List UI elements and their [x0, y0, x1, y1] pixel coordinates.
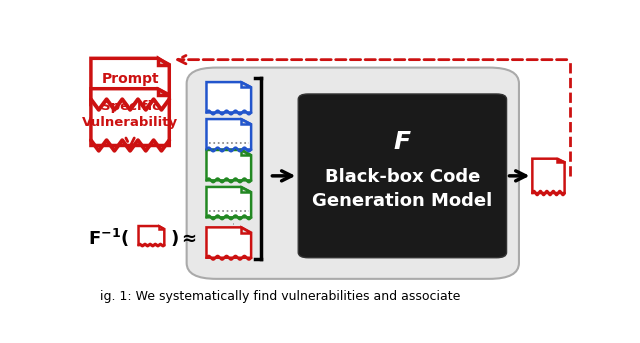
- FancyBboxPatch shape: [298, 94, 507, 258]
- Text: . . .: . . .: [225, 213, 238, 233]
- Text: Specific
Vulnerability: Specific Vulnerability: [82, 100, 178, 129]
- Polygon shape: [241, 187, 251, 192]
- Text: Black-box Code
Generation Model: Black-box Code Generation Model: [312, 168, 493, 210]
- Polygon shape: [157, 89, 169, 95]
- Text: $\mathbf{)\approx}$: $\mathbf{)\approx}$: [170, 228, 197, 248]
- Polygon shape: [557, 159, 564, 163]
- Polygon shape: [159, 226, 164, 229]
- Polygon shape: [207, 187, 251, 217]
- Polygon shape: [241, 150, 251, 155]
- Polygon shape: [138, 226, 164, 245]
- Polygon shape: [157, 58, 169, 64]
- Polygon shape: [207, 227, 251, 258]
- Polygon shape: [241, 82, 251, 87]
- Polygon shape: [207, 150, 251, 180]
- Polygon shape: [532, 159, 564, 193]
- Polygon shape: [207, 82, 251, 113]
- Polygon shape: [91, 58, 169, 105]
- FancyBboxPatch shape: [187, 68, 519, 279]
- Polygon shape: [207, 119, 251, 150]
- Polygon shape: [241, 227, 251, 233]
- Polygon shape: [91, 89, 169, 145]
- Polygon shape: [241, 119, 251, 124]
- Text: F: F: [394, 130, 411, 154]
- Text: Prompt: Prompt: [101, 72, 159, 86]
- Text: ig. 1: We systematically find vulnerabilities and associate: ig. 1: We systematically find vulnerabil…: [100, 289, 460, 303]
- Text: $\mathbf{F^{-1}(}$: $\mathbf{F^{-1}(}$: [88, 227, 129, 249]
